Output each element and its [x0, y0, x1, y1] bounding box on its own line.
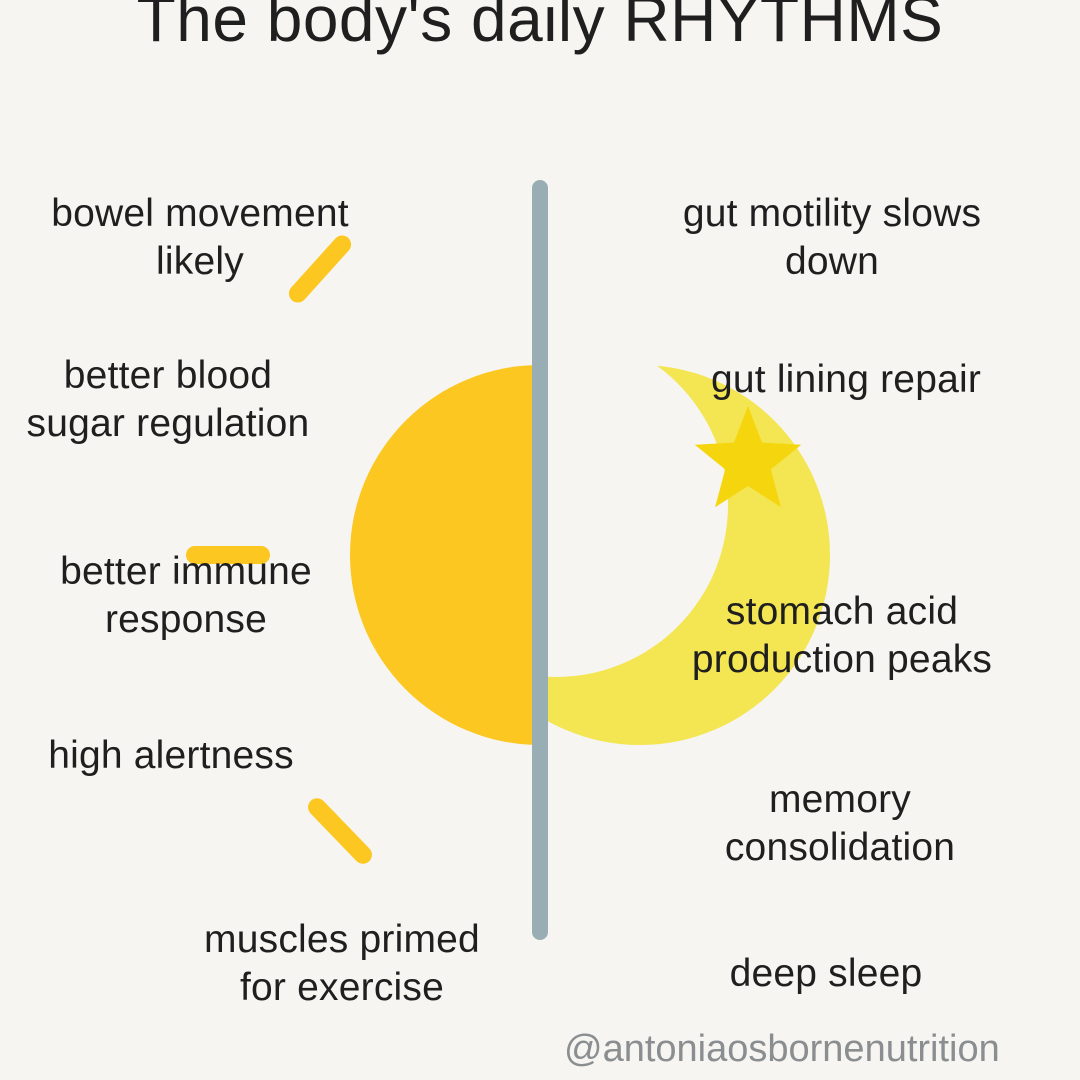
night-label: deep sleep: [636, 950, 1016, 998]
night-label: memoryconsolidation: [650, 776, 1030, 872]
center-divider: [532, 180, 548, 940]
day-label: better immuneresponse: [0, 548, 376, 644]
day-label: bowel movementlikely: [0, 190, 400, 286]
infographic-canvas: The body's daily RHYTHMS bowel movementli…: [0, 0, 1080, 1080]
day-label: better bloodsugar regulation: [0, 352, 378, 448]
day-label: high alertness: [6, 732, 336, 780]
credit-handle: @antoniaosbornenutrition: [564, 1028, 1000, 1071]
page-title: The body's daily RHYTHMS: [0, 0, 1080, 56]
sun-ray-icon: [304, 795, 375, 868]
night-label: gut lining repair: [636, 356, 1056, 404]
night-label: stomach acidproduction peaks: [622, 588, 1062, 684]
day-label: muscles primedfor exercise: [132, 916, 552, 1012]
night-label: gut motility slowsdown: [622, 190, 1042, 286]
